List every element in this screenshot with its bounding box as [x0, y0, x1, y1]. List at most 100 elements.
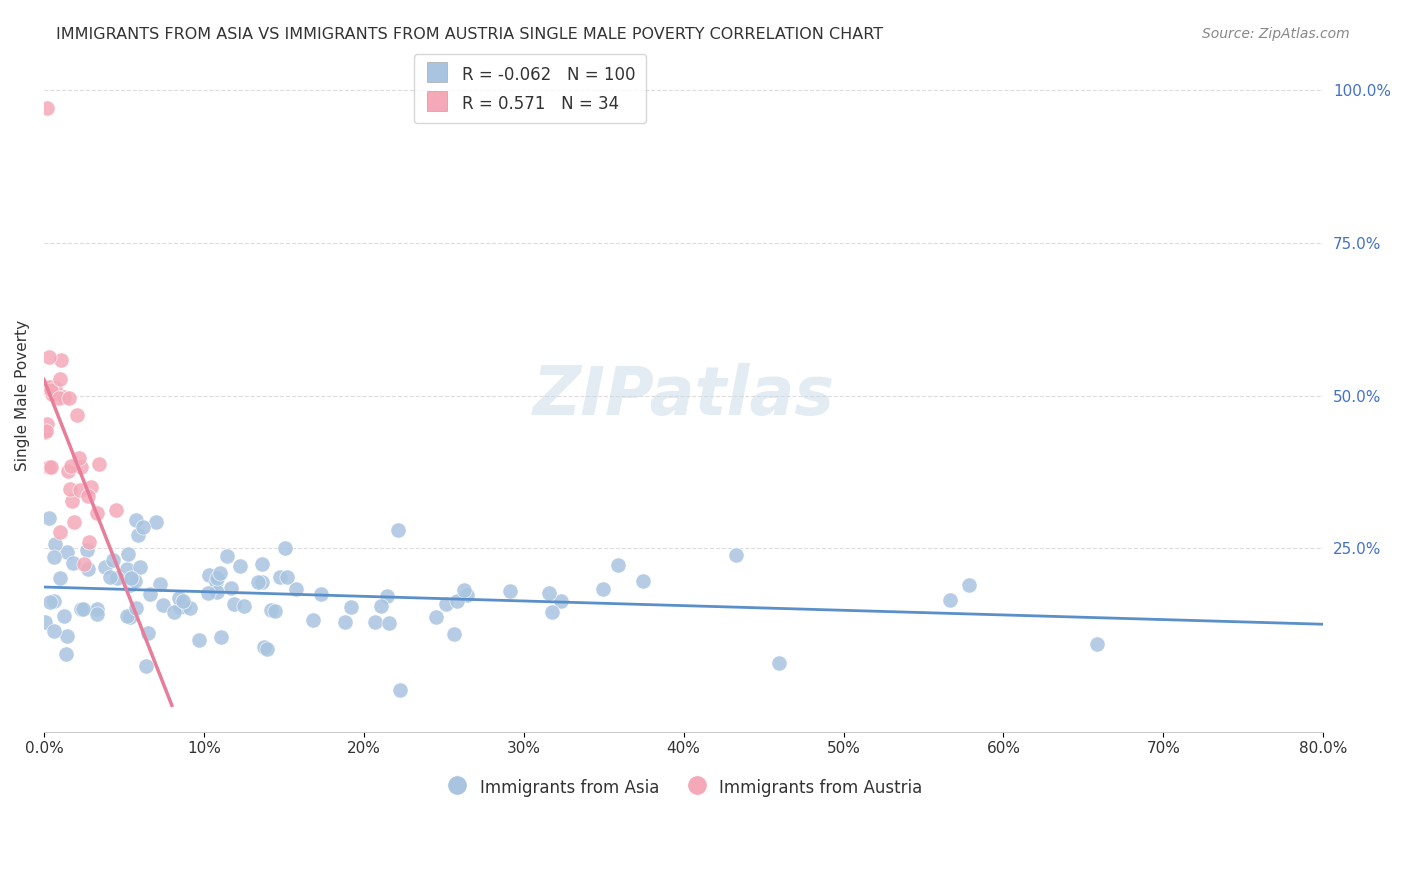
Point	[209, 630, 232, 644]
Text: ZIPatlas: ZIPatlas	[533, 362, 835, 428]
Point	[41, 460, 63, 475]
Point	[60, 493, 83, 508]
Point	[63, 515, 86, 529]
Point	[205, 575, 228, 590]
Point	[44, 380, 66, 394]
Point	[56, 629, 79, 643]
Point	[105, 571, 128, 585]
Point	[35, 417, 58, 432]
Point	[550, 593, 572, 607]
Y-axis label: Single Male Poverty: Single Male Poverty	[15, 320, 30, 471]
Point	[333, 615, 356, 630]
Point	[768, 656, 790, 670]
Point	[94, 559, 117, 574]
Point	[51, 353, 73, 368]
Point	[187, 632, 209, 647]
Point	[302, 614, 325, 628]
Point	[38, 350, 60, 364]
Point	[592, 582, 614, 597]
Point	[34, 380, 56, 394]
Point	[260, 602, 283, 616]
Point	[100, 569, 122, 583]
Point	[69, 602, 91, 616]
Point	[311, 587, 333, 601]
Point	[425, 610, 447, 624]
Point	[86, 506, 108, 520]
Point	[42, 594, 65, 608]
Point	[73, 558, 96, 572]
Point	[129, 559, 152, 574]
Point	[125, 600, 148, 615]
Point	[44, 536, 66, 550]
Point	[938, 592, 960, 607]
Point	[115, 608, 138, 623]
Point	[434, 597, 457, 611]
Point	[136, 626, 159, 640]
Point	[48, 391, 70, 405]
Point	[38, 459, 60, 474]
Text: Source: ZipAtlas.com: Source: ZipAtlas.com	[1202, 27, 1350, 41]
Point	[79, 534, 101, 549]
Point	[957, 577, 980, 591]
Point	[537, 586, 560, 600]
Point	[135, 658, 157, 673]
Point	[69, 483, 91, 497]
Point	[172, 594, 194, 608]
Point	[127, 527, 149, 541]
Point	[253, 640, 276, 654]
Point	[76, 543, 98, 558]
Point	[541, 605, 564, 619]
Point	[56, 464, 79, 478]
Point	[118, 610, 141, 624]
Point	[52, 390, 75, 404]
Point	[77, 562, 100, 576]
Point	[67, 451, 90, 466]
Point	[120, 572, 142, 586]
Point	[364, 615, 387, 629]
Point	[453, 582, 475, 597]
Point	[117, 547, 139, 561]
Point	[42, 549, 65, 564]
Point	[446, 594, 468, 608]
Point	[228, 559, 250, 574]
Text: IMMIGRANTS FROM ASIA VS IMMIGRANTS FROM AUSTRIA SINGLE MALE POVERTY CORRELATION : IMMIGRANTS FROM ASIA VS IMMIGRANTS FROM …	[56, 27, 883, 42]
Point	[197, 586, 219, 600]
Point	[149, 577, 172, 591]
Point	[269, 570, 291, 584]
Point	[38, 510, 60, 524]
Point	[274, 541, 297, 556]
Point	[256, 642, 278, 657]
Point	[86, 602, 108, 616]
Point	[224, 597, 246, 611]
Point	[607, 558, 630, 572]
Point	[389, 683, 412, 698]
Point	[49, 372, 72, 386]
Point	[370, 599, 392, 613]
Point	[145, 515, 167, 529]
Point	[76, 489, 98, 503]
Point	[34, 615, 56, 630]
Point	[120, 572, 142, 586]
Point	[631, 574, 654, 588]
Point	[246, 574, 269, 589]
Point	[499, 584, 522, 599]
Point	[49, 571, 72, 585]
Point	[72, 602, 94, 616]
Point	[34, 424, 56, 438]
Point	[60, 459, 83, 474]
Point	[39, 595, 62, 609]
Legend: Immigrants from Asia, Immigrants from Austria: Immigrants from Asia, Immigrants from Au…	[439, 770, 929, 804]
Point	[87, 457, 110, 471]
Point	[59, 482, 82, 496]
Point	[198, 567, 221, 582]
Point	[58, 392, 80, 406]
Point	[104, 503, 127, 517]
Point	[44, 624, 66, 638]
Point	[173, 599, 195, 613]
Point	[456, 588, 478, 602]
Point	[124, 574, 146, 589]
Point	[221, 581, 243, 595]
Point	[208, 566, 231, 580]
Point	[139, 587, 162, 601]
Point	[205, 585, 228, 599]
